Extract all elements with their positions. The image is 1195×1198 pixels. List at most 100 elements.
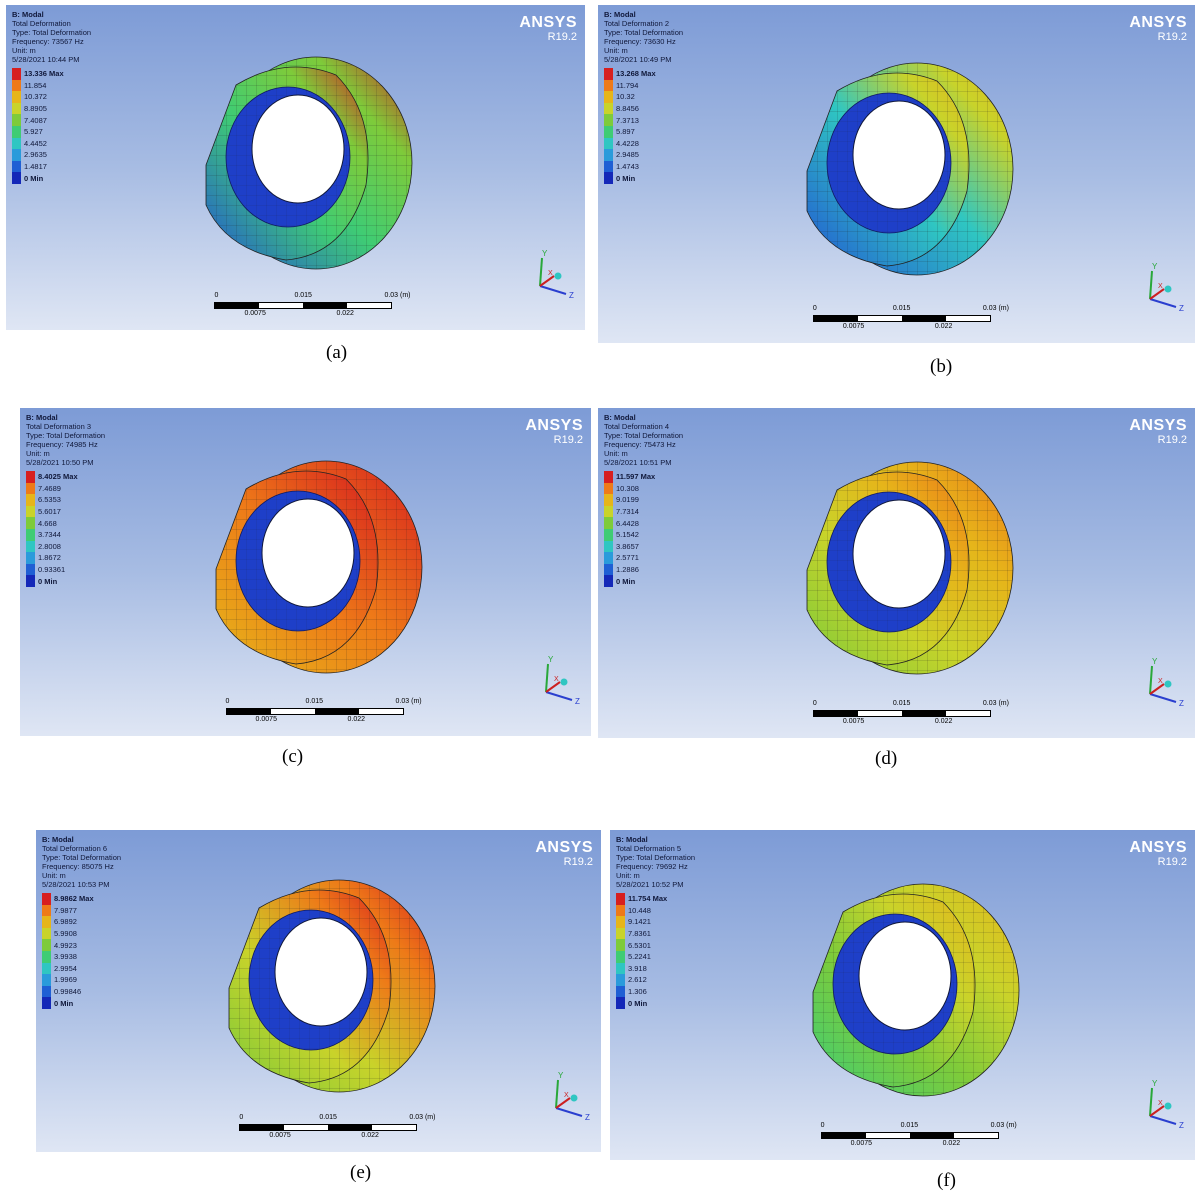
axis-x-label: X bbox=[564, 1092, 569, 1099]
deformed-ring-model[interactable] bbox=[777, 450, 1017, 680]
legend-row: 0 Min bbox=[12, 172, 64, 184]
scale-bar-segment bbox=[909, 1133, 954, 1138]
scale-label: 0.03 (m) bbox=[384, 292, 411, 299]
legend-swatch bbox=[26, 540, 35, 553]
unit-label: Unit: m bbox=[42, 871, 66, 880]
timestamp-label: 5/28/2021 10:53 PM bbox=[42, 880, 110, 889]
legend-value: 5.1542 bbox=[616, 530, 639, 540]
legend-swatch bbox=[604, 563, 613, 576]
legend-swatch bbox=[26, 528, 35, 541]
axis-triad-icon[interactable]: Y X Z bbox=[546, 1068, 594, 1124]
scale-bar-track bbox=[214, 302, 393, 309]
unit-label: Unit: m bbox=[26, 449, 50, 458]
axis-z-label: Z bbox=[585, 1113, 590, 1122]
legend-swatch bbox=[12, 114, 21, 126]
axis-triad-icon[interactable]: Y X Z bbox=[1140, 259, 1188, 315]
legend-swatch bbox=[42, 916, 51, 928]
unit-label: Unit: m bbox=[604, 46, 628, 55]
legend-row: 8.8456 bbox=[604, 102, 656, 115]
legend-value: 8.9862 Max bbox=[54, 894, 94, 904]
legend-value: 3.918 bbox=[628, 963, 647, 973]
scale-label: 0 bbox=[225, 698, 230, 705]
legend-swatch bbox=[12, 137, 21, 150]
frequency-label: Frequency: 73630 Hz bbox=[604, 37, 676, 46]
legend-swatch bbox=[604, 540, 613, 553]
legend-value: 2.9485 bbox=[616, 150, 639, 160]
legend-swatch bbox=[42, 962, 51, 975]
legend-row: 2.612 bbox=[616, 974, 667, 986]
frequency-label: Frequency: 79692 Hz bbox=[616, 862, 688, 871]
legend-row: 3.7344 bbox=[26, 528, 78, 541]
axis-triad-icon[interactable]: Y X Z bbox=[536, 652, 584, 708]
legend-swatch bbox=[604, 471, 613, 483]
legend-swatch bbox=[42, 904, 51, 917]
legend-row: 2.8008 bbox=[26, 540, 78, 553]
legend-value: 1.8672 bbox=[38, 553, 61, 563]
legend-value: 0.99846 bbox=[54, 987, 82, 997]
legend-value: 4.668 bbox=[38, 518, 57, 528]
deformed-ring-model[interactable] bbox=[199, 868, 439, 1098]
legend-row: 7.8361 bbox=[616, 927, 667, 940]
legend-value: 8.8905 bbox=[24, 104, 47, 114]
result-header: B: Modal Total Deformation 5 Type: Total D… bbox=[616, 835, 695, 889]
legend-row: 2.9635 bbox=[12, 149, 64, 161]
result-type: Type: Total Deformation bbox=[616, 853, 696, 862]
legend-swatch bbox=[604, 505, 613, 518]
result-name: Total Deformation 2 bbox=[604, 19, 670, 28]
legend-value: 1.306 bbox=[628, 987, 647, 997]
legend-value: 11.597 Max bbox=[616, 472, 656, 482]
legend-row: 7.4689 bbox=[26, 482, 78, 495]
ansys-logo: ANSYS R19.2 bbox=[519, 15, 577, 44]
legend-value: 7.8361 bbox=[628, 929, 651, 939]
legend-value: 10.308 bbox=[616, 483, 639, 493]
legend-row: 1.8672 bbox=[26, 552, 78, 564]
color-legend: 8.9862 Max 7.9877 6.9892 5.9908 4.9923 3.9938… bbox=[42, 893, 94, 1009]
legend-swatch bbox=[12, 91, 21, 103]
axis-z-label: Z bbox=[1179, 304, 1184, 313]
legend-row: 10.32 bbox=[604, 91, 656, 103]
legend-value: 6.5301 bbox=[628, 940, 651, 950]
legend-row: 2.5771 bbox=[604, 552, 655, 564]
scale-label: 0 bbox=[812, 305, 817, 312]
deformed-ring-model[interactable] bbox=[777, 51, 1017, 281]
unit-label: Unit: m bbox=[604, 449, 628, 458]
viewport-panel-e: B: Modal Total Deformation 6 Type: Total D… bbox=[36, 830, 601, 1152]
legend-swatch bbox=[26, 482, 35, 495]
legend-row: 3.9938 bbox=[42, 950, 94, 963]
legend-value: 2.9954 bbox=[54, 963, 77, 973]
result-type: Type: Total Deformation bbox=[604, 431, 684, 440]
legend-swatch bbox=[26, 494, 35, 506]
axis-triad-icon[interactable]: Y X Z bbox=[1140, 654, 1188, 710]
frequency-label: Frequency: 75473 Hz bbox=[604, 440, 676, 449]
legend-value: 10.448 bbox=[628, 905, 651, 915]
brand-name: ANSYS bbox=[1129, 14, 1187, 31]
legend-row: 2.9485 bbox=[604, 149, 656, 161]
legend-row: 4.668 bbox=[26, 517, 78, 529]
legend-row: 6.9892 bbox=[42, 916, 94, 928]
viewport-panel-b: B: Modal Total Deformation 2 Type: Total D… bbox=[598, 5, 1195, 343]
version-label: R19.2 bbox=[547, 31, 577, 43]
panel-caption: (d) bbox=[875, 748, 898, 769]
scale-label: 0.03 (m) bbox=[982, 700, 1009, 707]
legend-swatch bbox=[616, 939, 625, 951]
scale-bar-segment bbox=[215, 303, 260, 308]
legend-value: 2.5771 bbox=[616, 553, 639, 563]
version-label: R19.2 bbox=[563, 856, 593, 868]
legend-swatch bbox=[26, 505, 35, 518]
legend-row: 5.897 bbox=[604, 125, 656, 138]
axis-y-label: Y bbox=[1152, 657, 1158, 666]
deformed-ring-model[interactable] bbox=[186, 449, 426, 679]
deformed-ring-model[interactable] bbox=[783, 872, 1023, 1102]
scale-label: 0.022 bbox=[361, 1132, 379, 1139]
axis-triad-icon[interactable]: Y X Z bbox=[530, 246, 578, 302]
axis-x-label: X bbox=[554, 676, 559, 683]
scale-bar-track bbox=[812, 710, 991, 717]
legend-value: 6.9892 bbox=[54, 917, 77, 927]
axis-triad-icon[interactable]: Y X Z bbox=[1140, 1076, 1188, 1132]
legend-swatch bbox=[42, 950, 51, 963]
legend-value: 3.7344 bbox=[38, 530, 61, 540]
legend-value: 5.927 bbox=[24, 127, 43, 137]
color-legend: 13.268 Max 11.794 10.32 8.8456 7.3713 5.897 4.… bbox=[604, 68, 656, 184]
deformed-ring-model[interactable] bbox=[176, 45, 416, 275]
axis-y-label: Y bbox=[1152, 262, 1158, 271]
